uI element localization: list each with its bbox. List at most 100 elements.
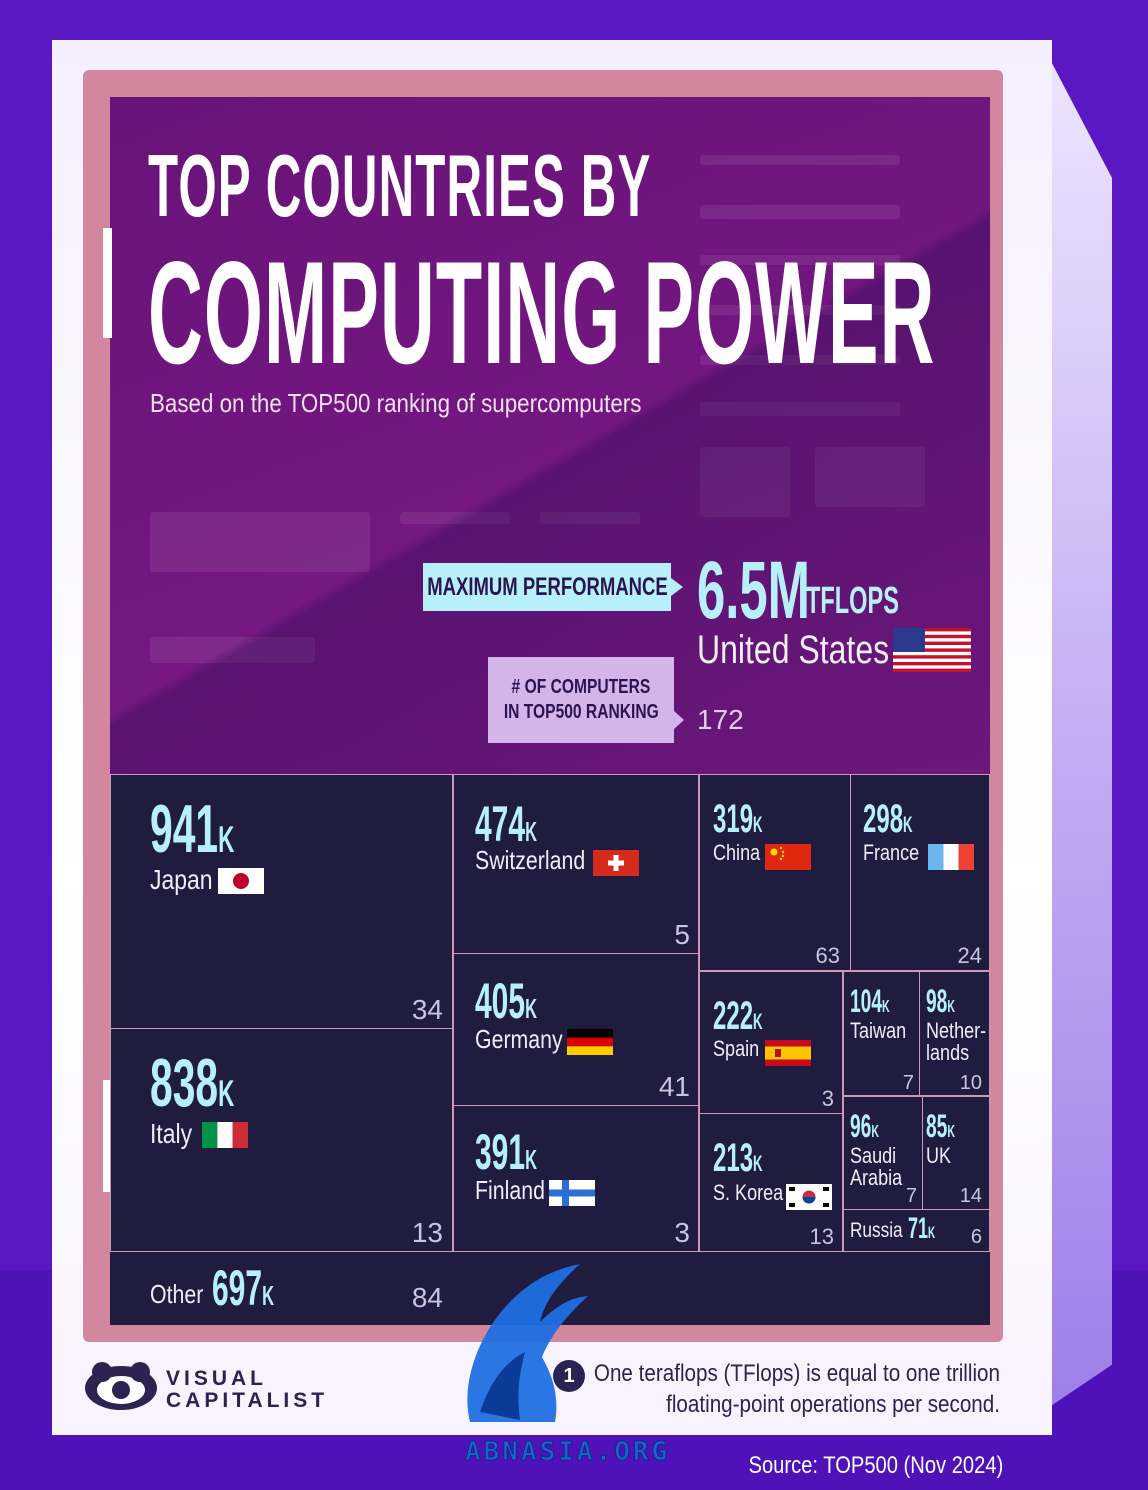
value-suffix: K <box>525 993 537 1024</box>
footnote-line1: One teraflops (TFlops) is equal to one t… <box>593 1360 1000 1387</box>
deco-line <box>700 402 900 416</box>
country-label: Saudi Arabia <box>850 1143 903 1190</box>
country-label: Japan <box>150 864 213 895</box>
value-suffix: K <box>947 996 955 1016</box>
computers-count: 10 <box>959 1072 982 1094</box>
value-number: 85 <box>926 1108 948 1144</box>
treemap-cell <box>919 971 990 1096</box>
flag-icon-jp <box>218 868 264 899</box>
computers-count: 13 <box>809 1224 834 1249</box>
subtitle: Based on the TOP500 ranking of supercomp… <box>150 388 642 418</box>
deco-line <box>700 155 900 165</box>
deco-block <box>815 447 925 507</box>
griffin-watermark-icon <box>467 1264 588 1422</box>
value-number: 697 <box>212 1260 263 1316</box>
value-number: 98 <box>926 983 948 1019</box>
value-label: 405K <box>475 975 537 1036</box>
value-label: 222K <box>713 995 763 1043</box>
value-label: 71K <box>908 1213 935 1250</box>
value-number: 391 <box>475 1124 526 1180</box>
value-suffix: K <box>525 816 537 847</box>
flag-icon-cn <box>765 844 811 875</box>
computers-count: 5 <box>674 919 690 950</box>
leader-computers: 172 <box>697 704 744 735</box>
value-suffix: K <box>262 1280 274 1311</box>
value-label: 85K <box>926 1108 955 1149</box>
treemap-cell <box>453 774 699 954</box>
value-suffix: K <box>753 812 763 837</box>
treemap-cell <box>922 1096 990 1210</box>
computers-count: 6 <box>970 1226 982 1248</box>
flag-icon-fi <box>549 1180 595 1211</box>
country-label: Finland <box>475 1175 545 1205</box>
computers-label: # OF COMPUTERS IN TOP500 RANKING <box>488 657 674 743</box>
computers-label-line1: # OF COMPUTERS <box>511 676 651 698</box>
computers-count: 41 <box>658 1071 690 1102</box>
value-label: 98K <box>926 983 955 1024</box>
computers-count: 13 <box>411 1217 443 1248</box>
deco-line <box>700 355 900 365</box>
flag-icon-ch <box>593 850 639 881</box>
country-label: Germany <box>475 1024 563 1054</box>
country-label: Italy <box>150 1118 193 1149</box>
title-line1: TOP COUNTRIES BY <box>148 136 652 235</box>
country-label: Russia <box>850 1219 903 1242</box>
deco-block <box>150 637 315 663</box>
side-tick <box>103 228 112 338</box>
treemap-cell <box>843 1209 990 1252</box>
value-number: 213 <box>713 1136 754 1180</box>
treemap-cell <box>850 774 990 971</box>
computers-label-line2: IN TOP500 RANKING <box>503 701 659 723</box>
computers-count: 7 <box>902 1072 914 1094</box>
value-number: 474 <box>475 796 526 852</box>
deco-line <box>700 305 900 315</box>
computers-count: 3 <box>674 1217 690 1248</box>
footnote-number-icon: 1 <box>553 1360 585 1392</box>
country-label: Nether- lands <box>926 1018 987 1065</box>
value-number: 104 <box>850 983 883 1019</box>
value-suffix: K <box>525 1144 537 1175</box>
us-flag-icon <box>893 628 971 672</box>
deco-block <box>700 447 790 517</box>
treemap-cell <box>843 971 920 1096</box>
brand-line1: VISUAL <box>166 1367 268 1390</box>
flag-icon-fr <box>928 844 974 875</box>
value-number: 298 <box>863 797 904 841</box>
value-label: 319K <box>713 798 763 846</box>
treemap-cell <box>110 1028 453 1252</box>
country-label: Spain <box>713 1036 760 1061</box>
treemap-cell <box>453 1105 699 1252</box>
value-number: 941 <box>150 791 219 867</box>
computers-count: 34 <box>411 994 443 1025</box>
value-number: 71 <box>908 1212 929 1245</box>
deco-grid <box>150 512 370 572</box>
country-label: China <box>713 840 761 865</box>
value-label: 104K <box>850 983 890 1024</box>
arrow-right-icon <box>671 578 683 596</box>
flag-icon-it <box>202 1122 248 1153</box>
value-label: 474K <box>475 798 537 859</box>
value-number: 405 <box>475 973 526 1029</box>
country-label: France <box>863 840 920 865</box>
country-label: UK <box>926 1143 952 1168</box>
deco-line <box>700 205 900 219</box>
treemap-cell <box>843 1096 923 1210</box>
value-suffix: K <box>753 1151 763 1176</box>
computers-count: 84 <box>411 1282 443 1313</box>
computers-count: 24 <box>957 943 982 968</box>
brand-line2: CAPITALIST <box>166 1389 329 1412</box>
max-performance-text: MAXIMUM PERFORMANCE <box>426 572 668 601</box>
deco-line <box>700 255 900 265</box>
country-label: Other <box>150 1279 204 1309</box>
leader-unit: TFLOPS <box>806 580 899 622</box>
value-suffix: K <box>218 1072 235 1114</box>
watermark-text: ABNASIA.ORG <box>464 1437 671 1468</box>
footnote: One teraflops (TFlops) is equal to one t… <box>480 1358 1000 1420</box>
footnote-line2: floating-point operations per second. <box>666 1391 1000 1418</box>
flag-icon-kr <box>786 1184 832 1215</box>
computers-count: 3 <box>821 1086 834 1111</box>
value-label: 838K <box>150 1045 235 1129</box>
value-number: 319 <box>713 797 754 841</box>
country-label: S. Korea <box>713 1180 784 1205</box>
value-number: 838 <box>150 1045 219 1121</box>
